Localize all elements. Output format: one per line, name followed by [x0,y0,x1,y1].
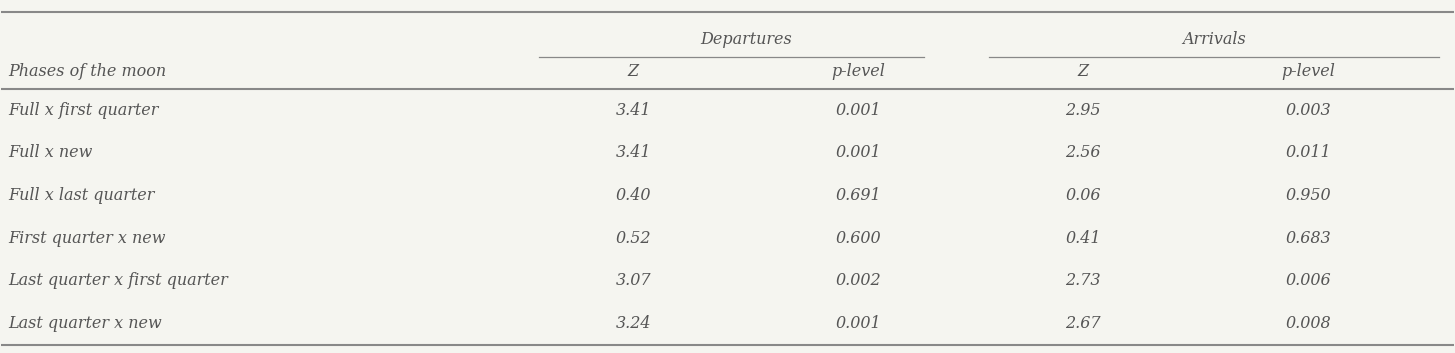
Text: 0.40: 0.40 [615,187,650,204]
Text: 0.001: 0.001 [835,144,882,161]
Text: Phases of the moon: Phases of the moon [9,63,167,80]
Text: 0.003: 0.003 [1286,102,1331,119]
Text: 0.600: 0.600 [835,229,882,247]
Text: Last quarter x new: Last quarter x new [9,315,163,332]
Text: 2.95: 2.95 [1065,102,1101,119]
Text: Full x last quarter: Full x last quarter [9,187,156,204]
Text: 2.73: 2.73 [1065,272,1101,289]
Text: 0.950: 0.950 [1286,187,1331,204]
Text: 0.008: 0.008 [1286,315,1331,332]
Text: Full x new: Full x new [9,144,93,161]
Text: Full x first quarter: Full x first quarter [9,102,159,119]
Text: Arrivals: Arrivals [1181,31,1245,48]
Text: 0.001: 0.001 [835,102,882,119]
Text: Z: Z [627,63,639,80]
Text: Last quarter x first quarter: Last quarter x first quarter [9,272,228,289]
Text: First quarter x new: First quarter x new [9,229,166,247]
Text: 3.41: 3.41 [615,102,650,119]
Text: 3.41: 3.41 [615,144,650,161]
Text: 0.002: 0.002 [835,272,882,289]
Text: 0.683: 0.683 [1286,229,1331,247]
Text: p-level: p-level [1282,63,1336,80]
Text: 0.006: 0.006 [1286,272,1331,289]
Text: 0.41: 0.41 [1065,229,1101,247]
Text: Z: Z [1078,63,1088,80]
Text: 0.691: 0.691 [835,187,882,204]
Text: Departures: Departures [700,31,792,48]
Text: 2.56: 2.56 [1065,144,1101,161]
Text: 0.001: 0.001 [835,315,882,332]
Text: 0.52: 0.52 [615,229,650,247]
Text: 2.67: 2.67 [1065,315,1101,332]
Text: 0.011: 0.011 [1286,144,1331,161]
Text: 3.24: 3.24 [615,315,650,332]
Text: 0.06: 0.06 [1065,187,1101,204]
Text: 3.07: 3.07 [615,272,650,289]
Text: p-level: p-level [831,63,885,80]
